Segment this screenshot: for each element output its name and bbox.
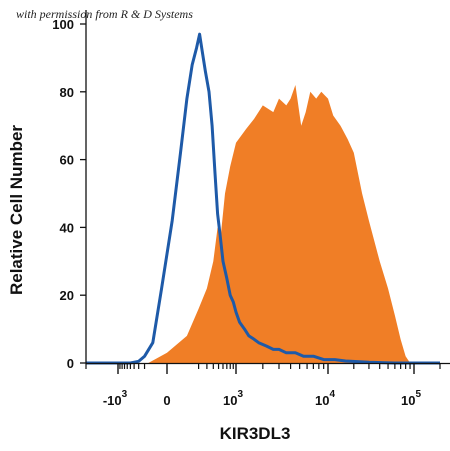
x-tick-label: 104 bbox=[315, 389, 335, 408]
x-axis-label: KIR3DL3 bbox=[219, 424, 291, 443]
y-tick-label: 40 bbox=[60, 220, 74, 235]
y-tick-label: 0 bbox=[67, 356, 74, 371]
x-ticks: -103 0 103 104 105 bbox=[85, 363, 441, 408]
y-tick-label: 100 bbox=[52, 17, 74, 32]
x-tick-label: 0 bbox=[163, 393, 170, 408]
x-tick-label: 103 bbox=[223, 389, 243, 408]
series-1-line-histogram bbox=[86, 32, 440, 365]
axes bbox=[85, 10, 450, 365]
watermark-text: with permission from R & D Systems bbox=[16, 7, 193, 21]
series-fills bbox=[134, 85, 430, 363]
y-tick-label: 80 bbox=[60, 85, 74, 100]
y-tick-label: 20 bbox=[60, 288, 74, 303]
x-tick-label: 105 bbox=[401, 389, 421, 408]
y-axis-label: Relative Cell Number bbox=[7, 124, 26, 296]
series-0-filled-histogram bbox=[134, 85, 430, 363]
y-tick-label: 60 bbox=[60, 153, 74, 168]
y-ticks: 0 20 40 60 80 100 bbox=[52, 17, 86, 371]
x-tick-label: -103 bbox=[103, 389, 128, 408]
series-lines bbox=[86, 32, 440, 365]
